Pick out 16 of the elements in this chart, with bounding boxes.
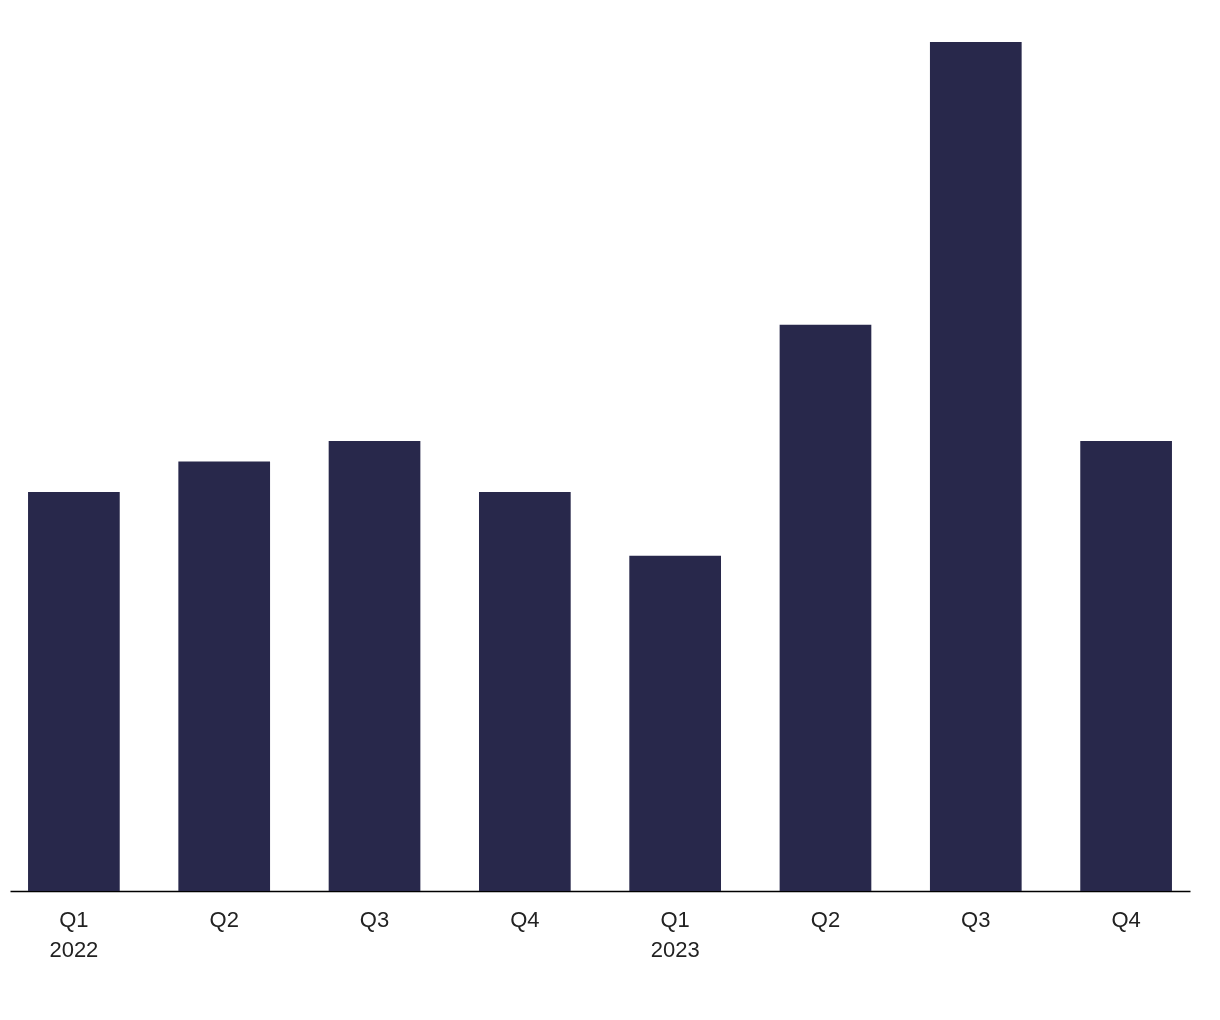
bar bbox=[1080, 441, 1172, 891]
bar bbox=[929, 42, 1022, 891]
x-tick-label: Q4 bbox=[1111, 906, 1141, 932]
bar bbox=[779, 324, 872, 891]
bar bbox=[328, 441, 421, 891]
bar bbox=[629, 555, 722, 891]
bar bbox=[478, 491, 571, 891]
x-tick-label: Q3 bbox=[359, 906, 390, 932]
bar bbox=[28, 491, 120, 891]
x-tick-label: Q1 2022 bbox=[49, 906, 99, 962]
x-tick-label: Q4 bbox=[510, 906, 540, 932]
x-tick-label: Q3 bbox=[961, 906, 991, 932]
x-tick-label: Q1 2023 bbox=[650, 906, 700, 962]
x-tick-label: Q2 bbox=[810, 906, 841, 932]
bar bbox=[178, 461, 271, 891]
x-tick-label: Q2 bbox=[209, 906, 239, 932]
